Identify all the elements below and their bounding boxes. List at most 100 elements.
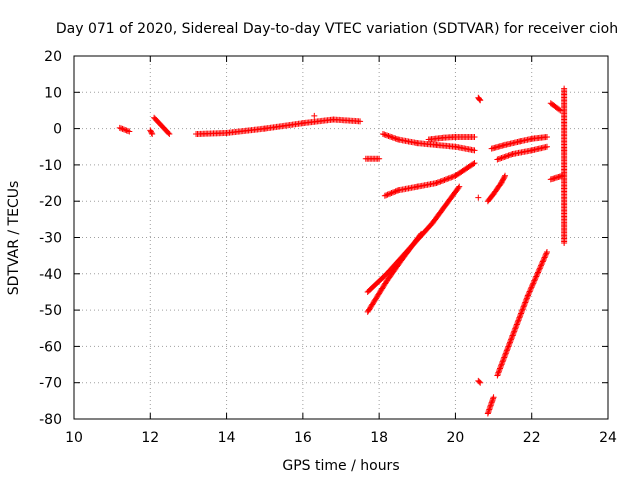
data-point: [451, 173, 458, 180]
data-point: [126, 128, 133, 135]
data-point: [536, 265, 543, 272]
data-point: [477, 379, 484, 386]
data-point: [535, 268, 542, 275]
series-seg-20.9-21.3: [484, 172, 509, 205]
series-seg-22.5-22.8-low: [547, 172, 566, 183]
y-tick-label: -70: [39, 376, 62, 392]
data-point: [518, 310, 525, 317]
data-point: [496, 366, 503, 373]
y-tick-label: -30: [39, 231, 62, 247]
data-point: [512, 325, 519, 332]
data-point: [376, 155, 383, 162]
series-seg-20.6-low: [475, 194, 482, 201]
x-tick-label: 24: [599, 430, 617, 446]
series-seg-17.8-flat: [362, 155, 383, 162]
data-point: [165, 129, 172, 136]
series-seg-21.1-22.4-steep: [494, 249, 550, 379]
series-seg-18-20.5-upper: [379, 131, 478, 154]
data-point: [556, 106, 563, 113]
data-point: [440, 177, 447, 184]
data-point: [520, 304, 527, 311]
data-point: [449, 173, 456, 180]
data-point: [511, 327, 518, 334]
series-seg-21.0-22.4-b: [494, 143, 550, 163]
ticks: [73, 55, 609, 420]
data-point: [511, 328, 518, 335]
data-point: [522, 299, 529, 306]
y-tick-label: 10: [44, 85, 62, 101]
data-point: [503, 349, 510, 356]
data-point: [490, 394, 497, 401]
data-point: [526, 289, 533, 296]
data-point: [497, 364, 504, 371]
data-point: [507, 338, 514, 345]
data-point: [434, 179, 441, 186]
data-point: [520, 303, 527, 310]
data-point: [456, 183, 463, 190]
data-point: [524, 292, 531, 299]
data-point: [494, 371, 501, 378]
data-point: [535, 269, 542, 276]
data-point: [539, 258, 546, 265]
data-point: [527, 287, 534, 294]
data-point: [122, 126, 129, 133]
y-tick-label: -20: [39, 194, 62, 210]
data-point: [445, 175, 452, 182]
series-seg-20.6-high: [475, 94, 484, 104]
y-tick-label: -80: [39, 412, 62, 428]
data-point: [532, 276, 539, 283]
data-point: [441, 176, 448, 183]
data-point: [518, 309, 525, 316]
data-point: [475, 194, 482, 201]
data-point: [501, 354, 508, 361]
series-isolated-22.85: [561, 85, 568, 246]
y-tick-label: -40: [39, 267, 62, 283]
data-point: [166, 131, 173, 138]
series-seg-20.9-bottom: [484, 394, 497, 417]
data-point: [444, 175, 451, 182]
series-seg-18-20.5-lower: [381, 160, 478, 199]
data-point: [508, 336, 515, 343]
data-point: [503, 347, 510, 354]
x-tick-label: 10: [65, 430, 83, 446]
data-point: [476, 378, 483, 385]
data-point: [387, 190, 394, 197]
series-seg-12.0: [147, 127, 156, 138]
data-point: [519, 307, 526, 314]
data-point: [510, 329, 517, 336]
data-point: [392, 188, 399, 195]
data-point: [500, 357, 507, 364]
data-point: [476, 96, 483, 103]
data-point: [477, 97, 484, 104]
data-point: [437, 178, 444, 185]
data-point: [471, 160, 478, 167]
data-point: [510, 331, 517, 338]
chart-title: Day 071 of 2020, Sidereal Day-to-day VTE…: [56, 21, 618, 37]
data-point: [532, 274, 539, 281]
data-point: [543, 133, 550, 140]
data-point: [498, 361, 505, 368]
data-point: [516, 314, 523, 321]
data-point: [513, 322, 520, 329]
data-point: [540, 255, 547, 262]
data-point: [124, 127, 131, 134]
data-point: [507, 339, 514, 346]
x-tick-label: 12: [141, 430, 159, 446]
data-point: [391, 188, 398, 195]
data-point: [540, 257, 547, 264]
y-tick-label: 0: [53, 122, 62, 138]
data-point: [388, 190, 395, 197]
data-point: [417, 232, 424, 239]
data-point: [384, 191, 391, 198]
data-point: [541, 254, 548, 261]
data-point: [542, 253, 549, 260]
data-point: [539, 259, 546, 266]
data-point: [543, 250, 550, 257]
series-seg-17.7-19.1-steep-b: [364, 230, 425, 315]
y-tick-labels: -80 -70 -60 -50 -40 -30 -20 -10 0 10 20: [39, 49, 62, 428]
series-seg-22.5-22.8-up: [547, 100, 564, 114]
data-point: [517, 311, 524, 318]
grid: [74, 56, 608, 419]
data-point: [504, 344, 511, 351]
